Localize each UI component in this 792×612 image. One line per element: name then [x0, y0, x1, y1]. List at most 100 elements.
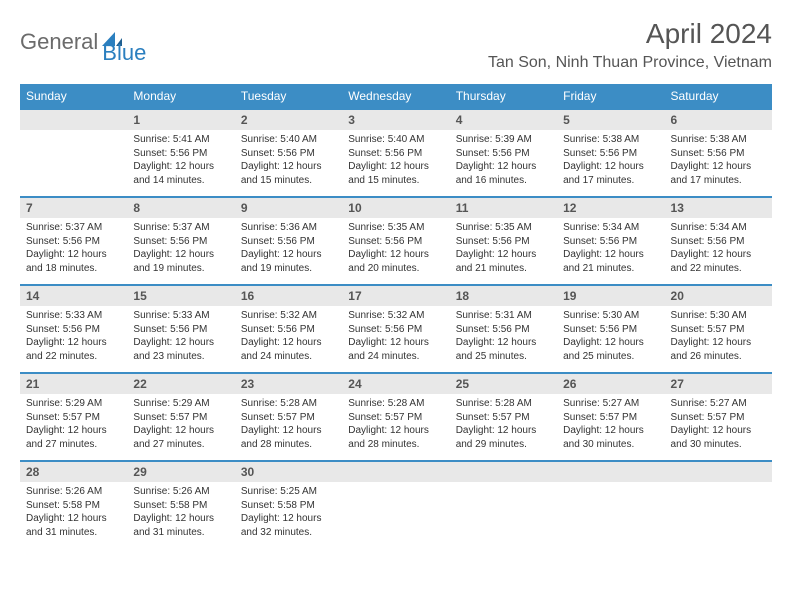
- day-number: 19: [557, 286, 664, 306]
- calendar-cell: 29Sunrise: 5:26 AMSunset: 5:58 PMDayligh…: [127, 460, 234, 548]
- weekday-header: Wednesday: [342, 84, 449, 108]
- daynum-bar: 1: [127, 108, 234, 130]
- daynum-bar: 16: [235, 284, 342, 306]
- calendar-cell: 10Sunrise: 5:35 AMSunset: 5:56 PMDayligh…: [342, 196, 449, 284]
- day-details: Sunrise: 5:41 AMSunset: 5:56 PMDaylight:…: [127, 130, 234, 193]
- day-details: Sunrise: 5:35 AMSunset: 5:56 PMDaylight:…: [450, 218, 557, 281]
- day-number: 29: [127, 462, 234, 482]
- weekday-header: Friday: [557, 84, 664, 108]
- calendar-cell: 25Sunrise: 5:28 AMSunset: 5:57 PMDayligh…: [450, 372, 557, 460]
- daynum-bar: 20: [665, 284, 772, 306]
- calendar-cell: 2Sunrise: 5:40 AMSunset: 5:56 PMDaylight…: [235, 108, 342, 196]
- day-details: Sunrise: 5:36 AMSunset: 5:56 PMDaylight:…: [235, 218, 342, 281]
- daynum-bar: 27: [665, 372, 772, 394]
- daynum-bar: 26: [557, 372, 664, 394]
- day-details: Sunrise: 5:25 AMSunset: 5:58 PMDaylight:…: [235, 482, 342, 545]
- day-number: 30: [235, 462, 342, 482]
- calendar-cell: 17Sunrise: 5:32 AMSunset: 5:56 PMDayligh…: [342, 284, 449, 372]
- weekday-header: Tuesday: [235, 84, 342, 108]
- day-number: 23: [235, 374, 342, 394]
- daynum-bar: 3: [342, 108, 449, 130]
- brand-text-1: General: [20, 29, 98, 55]
- daynum-bar: 17: [342, 284, 449, 306]
- day-number: 22: [127, 374, 234, 394]
- weekday-header: Saturday: [665, 84, 772, 108]
- day-number: 8: [127, 198, 234, 218]
- day-details: Sunrise: 5:27 AMSunset: 5:57 PMDaylight:…: [557, 394, 664, 457]
- calendar-cell: [665, 460, 772, 548]
- calendar-cell: 16Sunrise: 5:32 AMSunset: 5:56 PMDayligh…: [235, 284, 342, 372]
- calendar-cell: 19Sunrise: 5:30 AMSunset: 5:56 PMDayligh…: [557, 284, 664, 372]
- weekday-header: Monday: [127, 84, 234, 108]
- day-number: 17: [342, 286, 449, 306]
- calendar-cell: 6Sunrise: 5:38 AMSunset: 5:56 PMDaylight…: [665, 108, 772, 196]
- daynum-bar: 12: [557, 196, 664, 218]
- daynum-bar: 19: [557, 284, 664, 306]
- calendar-cell: 3Sunrise: 5:40 AMSunset: 5:56 PMDaylight…: [342, 108, 449, 196]
- calendar-cell: 14Sunrise: 5:33 AMSunset: 5:56 PMDayligh…: [20, 284, 127, 372]
- calendar-row: 28Sunrise: 5:26 AMSunset: 5:58 PMDayligh…: [20, 460, 772, 548]
- day-details: Sunrise: 5:34 AMSunset: 5:56 PMDaylight:…: [665, 218, 772, 281]
- daynum-bar: 13: [665, 196, 772, 218]
- daynum-bar: 6: [665, 108, 772, 130]
- calendar-cell: 28Sunrise: 5:26 AMSunset: 5:58 PMDayligh…: [20, 460, 127, 548]
- day-number: 18: [450, 286, 557, 306]
- daynum-bar: 18: [450, 284, 557, 306]
- daynum-bar: 5: [557, 108, 664, 130]
- day-details: Sunrise: 5:28 AMSunset: 5:57 PMDaylight:…: [235, 394, 342, 457]
- day-number: 25: [450, 374, 557, 394]
- calendar-cell: 24Sunrise: 5:28 AMSunset: 5:57 PMDayligh…: [342, 372, 449, 460]
- calendar-body: 1Sunrise: 5:41 AMSunset: 5:56 PMDaylight…: [20, 108, 772, 548]
- day-number: 2: [235, 110, 342, 130]
- daynum-bar: 30: [235, 460, 342, 482]
- day-details: Sunrise: 5:26 AMSunset: 5:58 PMDaylight:…: [20, 482, 127, 545]
- day-details: Sunrise: 5:27 AMSunset: 5:57 PMDaylight:…: [665, 394, 772, 457]
- calendar-cell: 26Sunrise: 5:27 AMSunset: 5:57 PMDayligh…: [557, 372, 664, 460]
- day-number: 28: [20, 462, 127, 482]
- daynum-bar: 14: [20, 284, 127, 306]
- day-details: Sunrise: 5:30 AMSunset: 5:57 PMDaylight:…: [665, 306, 772, 369]
- calendar-row: 1Sunrise: 5:41 AMSunset: 5:56 PMDaylight…: [20, 108, 772, 196]
- weekday-header: Sunday: [20, 84, 127, 108]
- day-number-empty: [665, 462, 772, 482]
- day-number: 3: [342, 110, 449, 130]
- day-details: Sunrise: 5:30 AMSunset: 5:56 PMDaylight:…: [557, 306, 664, 369]
- calendar-cell: 18Sunrise: 5:31 AMSunset: 5:56 PMDayligh…: [450, 284, 557, 372]
- calendar-cell: 1Sunrise: 5:41 AMSunset: 5:56 PMDaylight…: [127, 108, 234, 196]
- day-details: Sunrise: 5:33 AMSunset: 5:56 PMDaylight:…: [127, 306, 234, 369]
- calendar-cell: [557, 460, 664, 548]
- calendar-row: 21Sunrise: 5:29 AMSunset: 5:57 PMDayligh…: [20, 372, 772, 460]
- daynum-bar: 10: [342, 196, 449, 218]
- daynum-bar-empty: [20, 108, 127, 130]
- weekday-header-row: SundayMondayTuesdayWednesdayThursdayFrid…: [20, 84, 772, 108]
- day-number: 7: [20, 198, 127, 218]
- day-number-empty: [342, 462, 449, 482]
- calendar-cell: 4Sunrise: 5:39 AMSunset: 5:56 PMDaylight…: [450, 108, 557, 196]
- daynum-bar-empty: [342, 460, 449, 482]
- day-number: 24: [342, 374, 449, 394]
- calendar-table: SundayMondayTuesdayWednesdayThursdayFrid…: [20, 84, 772, 548]
- day-details: Sunrise: 5:26 AMSunset: 5:58 PMDaylight:…: [127, 482, 234, 545]
- day-details: Sunrise: 5:34 AMSunset: 5:56 PMDaylight:…: [557, 218, 664, 281]
- title-block: April 2024 Tan Son, Ninh Thuan Province,…: [488, 18, 772, 72]
- day-number-empty: [20, 110, 127, 130]
- day-details: Sunrise: 5:31 AMSunset: 5:56 PMDaylight:…: [450, 306, 557, 369]
- calendar-cell: 22Sunrise: 5:29 AMSunset: 5:57 PMDayligh…: [127, 372, 234, 460]
- day-details: Sunrise: 5:32 AMSunset: 5:56 PMDaylight:…: [342, 306, 449, 369]
- day-details: Sunrise: 5:40 AMSunset: 5:56 PMDaylight:…: [235, 130, 342, 193]
- day-number-empty: [557, 462, 664, 482]
- calendar-cell: 21Sunrise: 5:29 AMSunset: 5:57 PMDayligh…: [20, 372, 127, 460]
- day-details: Sunrise: 5:38 AMSunset: 5:56 PMDaylight:…: [665, 130, 772, 193]
- daynum-bar: 24: [342, 372, 449, 394]
- daynum-bar: 23: [235, 372, 342, 394]
- month-title: April 2024: [488, 18, 772, 50]
- calendar-cell: 7Sunrise: 5:37 AMSunset: 5:56 PMDaylight…: [20, 196, 127, 284]
- calendar-row: 14Sunrise: 5:33 AMSunset: 5:56 PMDayligh…: [20, 284, 772, 372]
- day-number: 26: [557, 374, 664, 394]
- day-number: 20: [665, 286, 772, 306]
- daynum-bar: 4: [450, 108, 557, 130]
- day-details: Sunrise: 5:37 AMSunset: 5:56 PMDaylight:…: [127, 218, 234, 281]
- header: General Blue April 2024 Tan Son, Ninh Th…: [20, 18, 772, 72]
- weekday-header: Thursday: [450, 84, 557, 108]
- daynum-bar: 29: [127, 460, 234, 482]
